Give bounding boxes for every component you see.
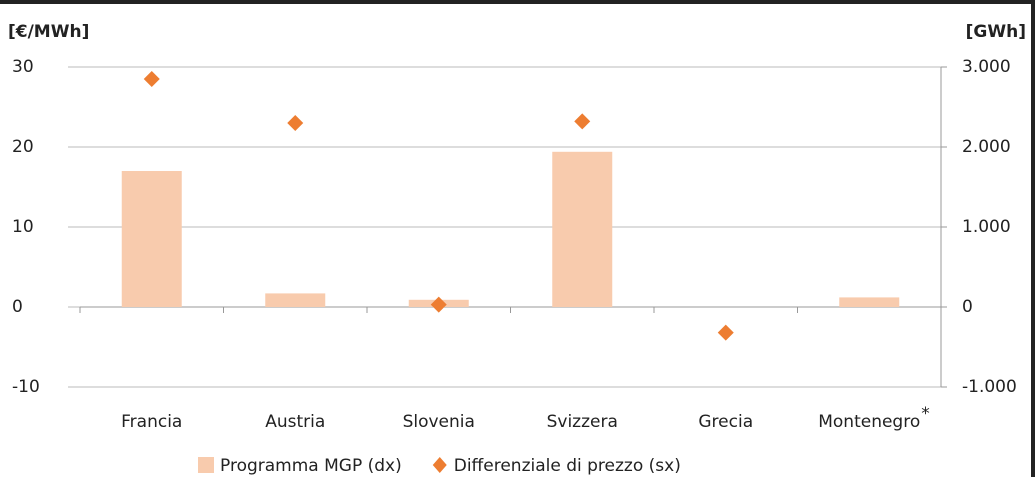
y2-tick-label: -1.000 <box>962 377 1017 397</box>
footnote-mark: * <box>921 404 930 424</box>
marker <box>430 296 447 313</box>
y-tick-label: 30 <box>12 57 34 77</box>
frame <box>1031 0 1035 477</box>
y2-tick-label: 2.000 <box>962 137 1011 157</box>
marker <box>143 71 160 87</box>
marker <box>717 324 734 341</box>
legend-label: Differenziale di prezzo (sx) <box>454 456 681 476</box>
y-tick-label: 20 <box>12 137 34 157</box>
x-tick-label: Francia <box>121 412 182 432</box>
frame <box>0 0 1035 4</box>
x-tick-label: Grecia <box>698 412 753 432</box>
legend-swatch <box>198 457 214 473</box>
x-tick-label: Slovenia <box>403 412 475 432</box>
y2-tick-label: 1.000 <box>962 217 1011 237</box>
y2-tick-label: 0 <box>962 297 973 317</box>
bar <box>552 151 613 307</box>
y2-tick-label: 3.000 <box>962 57 1011 77</box>
legend-swatch <box>432 457 447 473</box>
marker <box>287 115 304 131</box>
y-axis-label: [€/MWh] <box>8 22 89 42</box>
y-tick-label: 0 <box>12 297 23 317</box>
bar <box>839 297 900 307</box>
x-tick-label: Austria <box>265 412 325 432</box>
y-tick-label: -10 <box>12 377 40 397</box>
marker <box>574 113 591 130</box>
x-tick-label: Montenegro <box>818 412 920 432</box>
y2-axis-label: [GWh] <box>966 22 1026 42</box>
bar <box>265 293 326 307</box>
bar <box>121 171 182 307</box>
y-tick-label: 10 <box>12 217 34 237</box>
legend-label: Programma MGP (dx) <box>220 456 402 476</box>
x-tick-label: Svizzera <box>547 412 618 432</box>
